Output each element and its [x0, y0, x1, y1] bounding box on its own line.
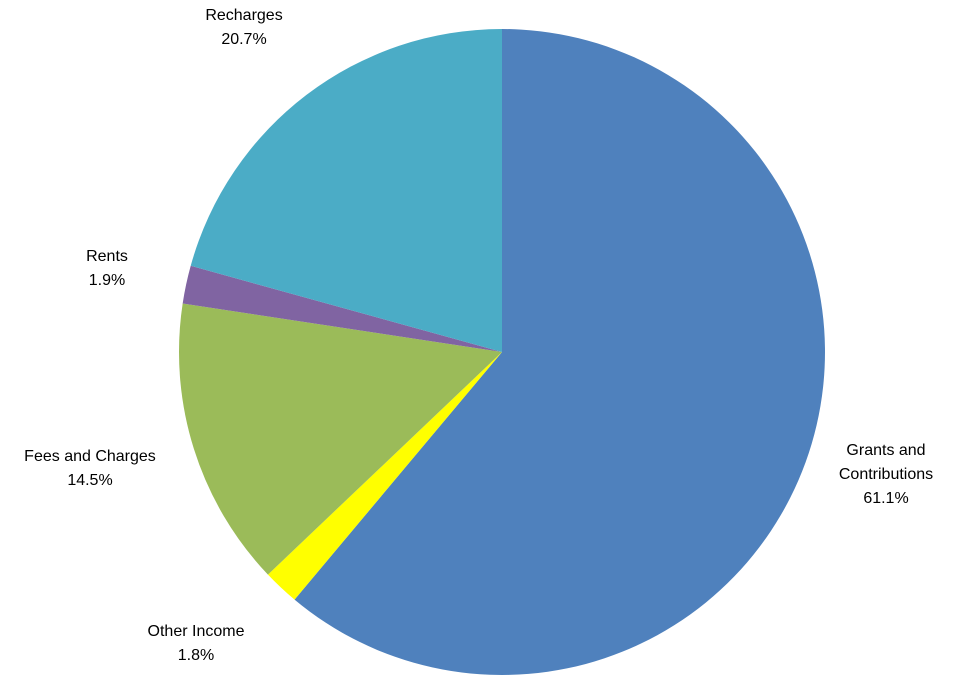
slice-labels: Grants and Contributions 61.1% Other Income…: [24, 7, 933, 664]
pie-slice: [179, 303, 502, 575]
slice-value-label: 1.8%: [178, 647, 214, 664]
slice-label: Rents 1.9%: [86, 248, 128, 289]
slice-value-label: 14.5%: [67, 472, 112, 489]
pie-slice: [267, 352, 502, 600]
slice-label: Other Income 1.8%: [148, 623, 245, 664]
pie-slice: [182, 265, 503, 352]
slice-name-label: Rents: [86, 248, 128, 265]
pie-slice: [294, 29, 825, 676]
slice-label: Recharges 20.7%: [205, 7, 282, 48]
slice-value-label: 1.9%: [89, 272, 125, 289]
pie-slices: [179, 29, 825, 676]
pie-slice: [190, 29, 502, 352]
slice-value-label: 20.7%: [221, 31, 266, 48]
slice-name-label: Grants and: [846, 442, 925, 459]
slice-name-label: Contributions: [839, 466, 933, 483]
slice-name-label: Fees and Charges: [24, 448, 156, 465]
slice-name-label: Other Income: [148, 623, 245, 640]
slice-value-label: 61.1%: [863, 490, 908, 507]
slice-label: Fees and Charges 14.5%: [24, 448, 156, 489]
slice-name-label: Recharges: [205, 7, 282, 24]
slice-label: Grants and Contributions 61.1%: [839, 442, 933, 507]
